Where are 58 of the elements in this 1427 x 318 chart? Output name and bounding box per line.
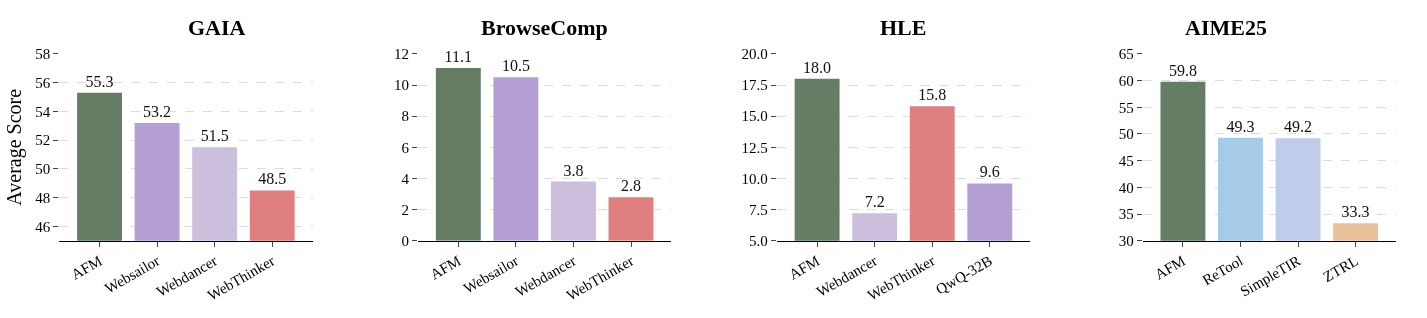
bar: [435, 67, 481, 241]
chart-title: HLE: [880, 15, 927, 40]
data-label: 10.5: [501, 57, 530, 75]
data-label: 2.8: [621, 177, 641, 195]
y-tick-label: 45: [1118, 152, 1134, 169]
y-tick-label: 7.5: [749, 201, 768, 218]
y-tick-label: 30: [1118, 233, 1134, 250]
y-tick-label: 6: [401, 139, 410, 156]
bar: [608, 197, 654, 241]
data-label: 49.3: [1226, 117, 1255, 135]
y-tick-label: 55: [1118, 99, 1134, 116]
y-tick-label: 10: [394, 77, 410, 94]
y-tick-label: 12.5: [741, 139, 768, 156]
y-tick-label: 17.5: [741, 77, 768, 94]
y-tick-label: 48: [35, 189, 51, 206]
data-label: 9.6: [979, 163, 1000, 181]
y-tick-label: 58: [35, 46, 51, 63]
y-tick-label: 50: [35, 161, 51, 178]
y-tick-label: 0: [401, 233, 410, 250]
data-label: 51.5: [200, 127, 229, 145]
chart-title: GAIA: [188, 15, 246, 40]
bar: [550, 181, 596, 241]
data-label: 33.3: [1341, 203, 1370, 221]
y-tick-label: 54: [35, 103, 51, 120]
chart-title: AIME25: [1185, 15, 1267, 40]
data-label: 11.1: [444, 47, 473, 65]
y-tick-label: 10.0: [741, 170, 768, 187]
y-axis-title: Average Score: [2, 88, 26, 206]
y-tick-label: 60: [1118, 72, 1134, 89]
y-tick-label: 8: [401, 108, 410, 125]
y-tick-label: 15.0: [741, 108, 768, 125]
y-tick-label: 4: [401, 170, 410, 187]
y-tick-label: 50: [1118, 126, 1134, 143]
data-label: 18.0: [803, 58, 832, 76]
y-tick-label: 52: [35, 132, 51, 149]
y-tick-label: 40: [1118, 179, 1134, 196]
y-tick-label: 56: [35, 74, 51, 91]
y-tick-label: 2: [401, 201, 410, 218]
data-label: 49.2: [1284, 118, 1313, 136]
x-tick-label: AFM: [427, 252, 464, 283]
data-label: 48.5: [258, 170, 287, 188]
bar: [493, 77, 539, 241]
data-label: 15.8: [918, 86, 947, 104]
data-label: 55.3: [85, 72, 114, 90]
data-label: 59.8: [1168, 61, 1197, 79]
y-tick-label: 20.0: [741, 46, 768, 63]
data-label: 7.2: [864, 193, 885, 211]
y-tick-label: 46: [35, 218, 51, 235]
chart-title: BrowseComp: [481, 15, 608, 40]
y-tick-label: 12: [394, 46, 410, 63]
y-tick-label: 65: [1118, 46, 1134, 63]
y-tick-label: 35: [1118, 206, 1134, 223]
data-label: 53.2: [143, 102, 172, 120]
data-label: 3.8: [563, 161, 584, 179]
x-tick-label: AFM: [1152, 252, 1189, 283]
y-tick-label: 5.0: [749, 233, 768, 250]
x-tick-label: AFM: [68, 252, 105, 283]
x-tick-label: ZTRL: [1320, 252, 1361, 286]
